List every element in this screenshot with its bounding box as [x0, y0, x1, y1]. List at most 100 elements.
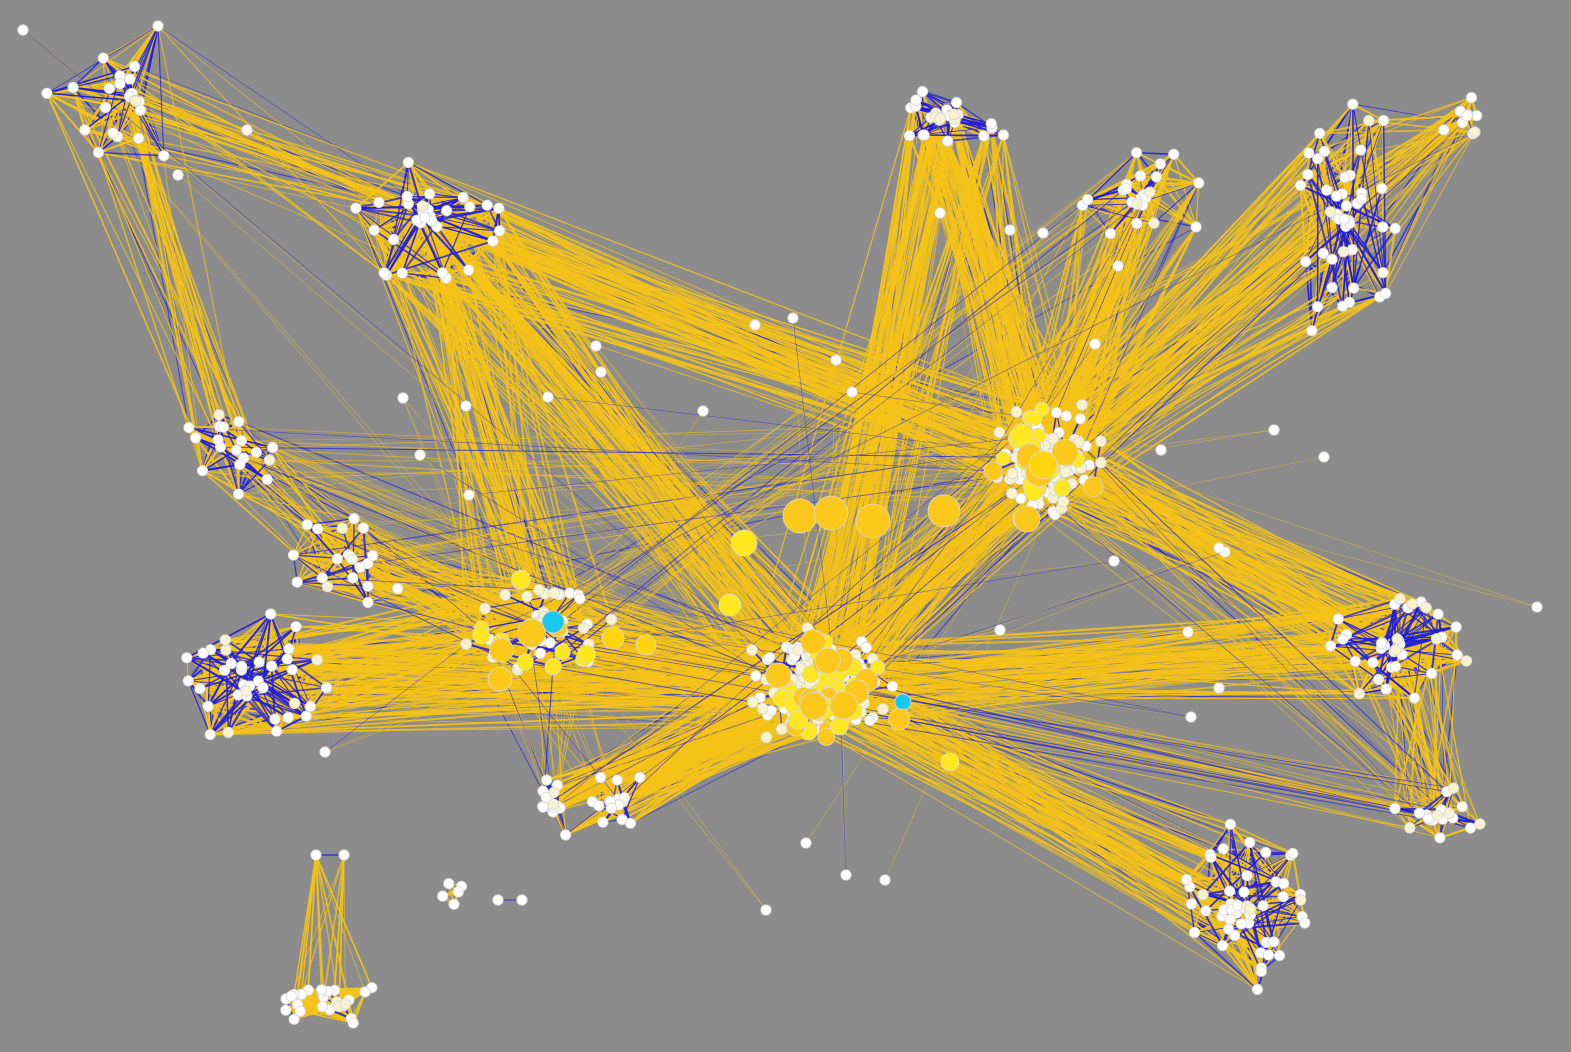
- graph-edge: [109, 87, 375, 231]
- graph-edge: [1066, 197, 1147, 417]
- graph-edge: [137, 138, 220, 416]
- graph-edge: [139, 25, 159, 111]
- graph-edge: [112, 132, 539, 623]
- graph-edge: [1140, 175, 1199, 184]
- graph-edge: [383, 272, 536, 639]
- graph-edge: [1308, 96, 1472, 154]
- graph-edge: [98, 152, 257, 453]
- graph-edge: [393, 238, 1055, 459]
- graph-edge: [1385, 131, 1476, 294]
- graph-edge: [935, 113, 998, 478]
- graph-edge: [72, 57, 104, 89]
- graph-edge: [824, 135, 924, 709]
- graph-edge: [807, 141, 948, 668]
- graph-edge: [72, 25, 159, 88]
- graph-edge: [923, 134, 1046, 444]
- graph-edge: [138, 137, 430, 195]
- graph-edge: [98, 152, 356, 209]
- graph-edge: [834, 140, 949, 684]
- graph-edge: [285, 988, 323, 1012]
- graph-edge: [468, 269, 1062, 510]
- graph-edge: [246, 129, 807, 689]
- graph-edge: [1379, 114, 1469, 298]
- graph-edge: [1062, 429, 1275, 457]
- graph-edge: [102, 57, 422, 224]
- graph-edge: [915, 106, 1021, 466]
- graph-edge: [46, 92, 100, 154]
- graph-edge: [1230, 823, 1294, 855]
- graph-edge: [1145, 182, 1199, 199]
- graph-edge: [272, 446, 343, 529]
- graph-edge: [408, 162, 1068, 449]
- graph-edge: [119, 83, 269, 480]
- graph-edge: [809, 91, 924, 655]
- graph-edge: [157, 25, 245, 459]
- graph-edge: [922, 90, 957, 104]
- graph-edge: [1394, 115, 1478, 229]
- graph-edge: [922, 91, 1025, 461]
- graph-edge: [134, 66, 165, 156]
- graph-edge: [98, 151, 424, 214]
- graph-edge: [1317, 97, 1472, 160]
- graph-edge: [1068, 120, 1370, 472]
- graph-edge: [991, 127, 1060, 433]
- graph-edge: [46, 92, 197, 439]
- graph-edge: [1351, 249, 1387, 294]
- graph-edge: [1036, 258, 1333, 427]
- graph-edge: [469, 206, 826, 696]
- graph-edge: [1067, 447, 1538, 608]
- graph-edge: [102, 57, 385, 274]
- graph-edge: [1080, 306, 1319, 469]
- graph-edge: [1029, 287, 1355, 419]
- graph-edge: [317, 517, 355, 530]
- graph-edge: [1352, 103, 1385, 122]
- graph-edge: [46, 92, 141, 112]
- graph-edge: [1195, 182, 1200, 227]
- graph-edge: [956, 102, 1039, 453]
- graph-edge: [1260, 916, 1303, 972]
- graph-edge: [386, 274, 1045, 472]
- graph-edge: [1033, 150, 1326, 419]
- graph-edge: [163, 155, 203, 471]
- graph-edge: [119, 83, 421, 224]
- graph-edge: [1221, 945, 1259, 990]
- graph-edge: [446, 210, 1040, 431]
- graph-edge: [934, 117, 994, 472]
- graph-edge: [1032, 132, 1321, 439]
- graph-edge: [119, 25, 159, 85]
- graph-edge: [105, 106, 488, 207]
- graph-edge: [1085, 305, 1344, 447]
- graph-edge: [373, 229, 522, 582]
- graph-edge: [422, 205, 1081, 420]
- graph-edge: [187, 680, 211, 735]
- graph-edge: [407, 162, 840, 702]
- graph-edge: [1064, 158, 1319, 454]
- graph-edge: [1172, 153, 1200, 184]
- graph-edge: [807, 118, 941, 696]
- graph-edge: [797, 115, 951, 651]
- graph-edge: [429, 193, 537, 638]
- graph-edge: [194, 437, 240, 495]
- graph-edge: [102, 57, 258, 453]
- graph-edge: [1023, 132, 1321, 462]
- graph-edge: [446, 210, 830, 697]
- graph-edge: [225, 625, 297, 641]
- graph-edge: [1040, 184, 1128, 410]
- graph-edge: [129, 95, 423, 211]
- graph-edge: [955, 102, 1001, 433]
- graph-edge: [427, 209, 812, 675]
- graph-edge: [131, 92, 500, 210]
- graph-edge: [300, 1010, 354, 1024]
- graph-edge: [157, 25, 387, 276]
- graph-edge: [1143, 193, 1197, 228]
- graph-edge: [408, 161, 1067, 417]
- graph-edge: [202, 470, 351, 557]
- graph-edge: [157, 25, 380, 203]
- graph-edge: [135, 100, 500, 209]
- graph-edge: [238, 493, 323, 579]
- graph-edge: [422, 209, 1038, 469]
- graph-edge: [791, 115, 939, 693]
- graph-edge: [1038, 305, 1343, 505]
